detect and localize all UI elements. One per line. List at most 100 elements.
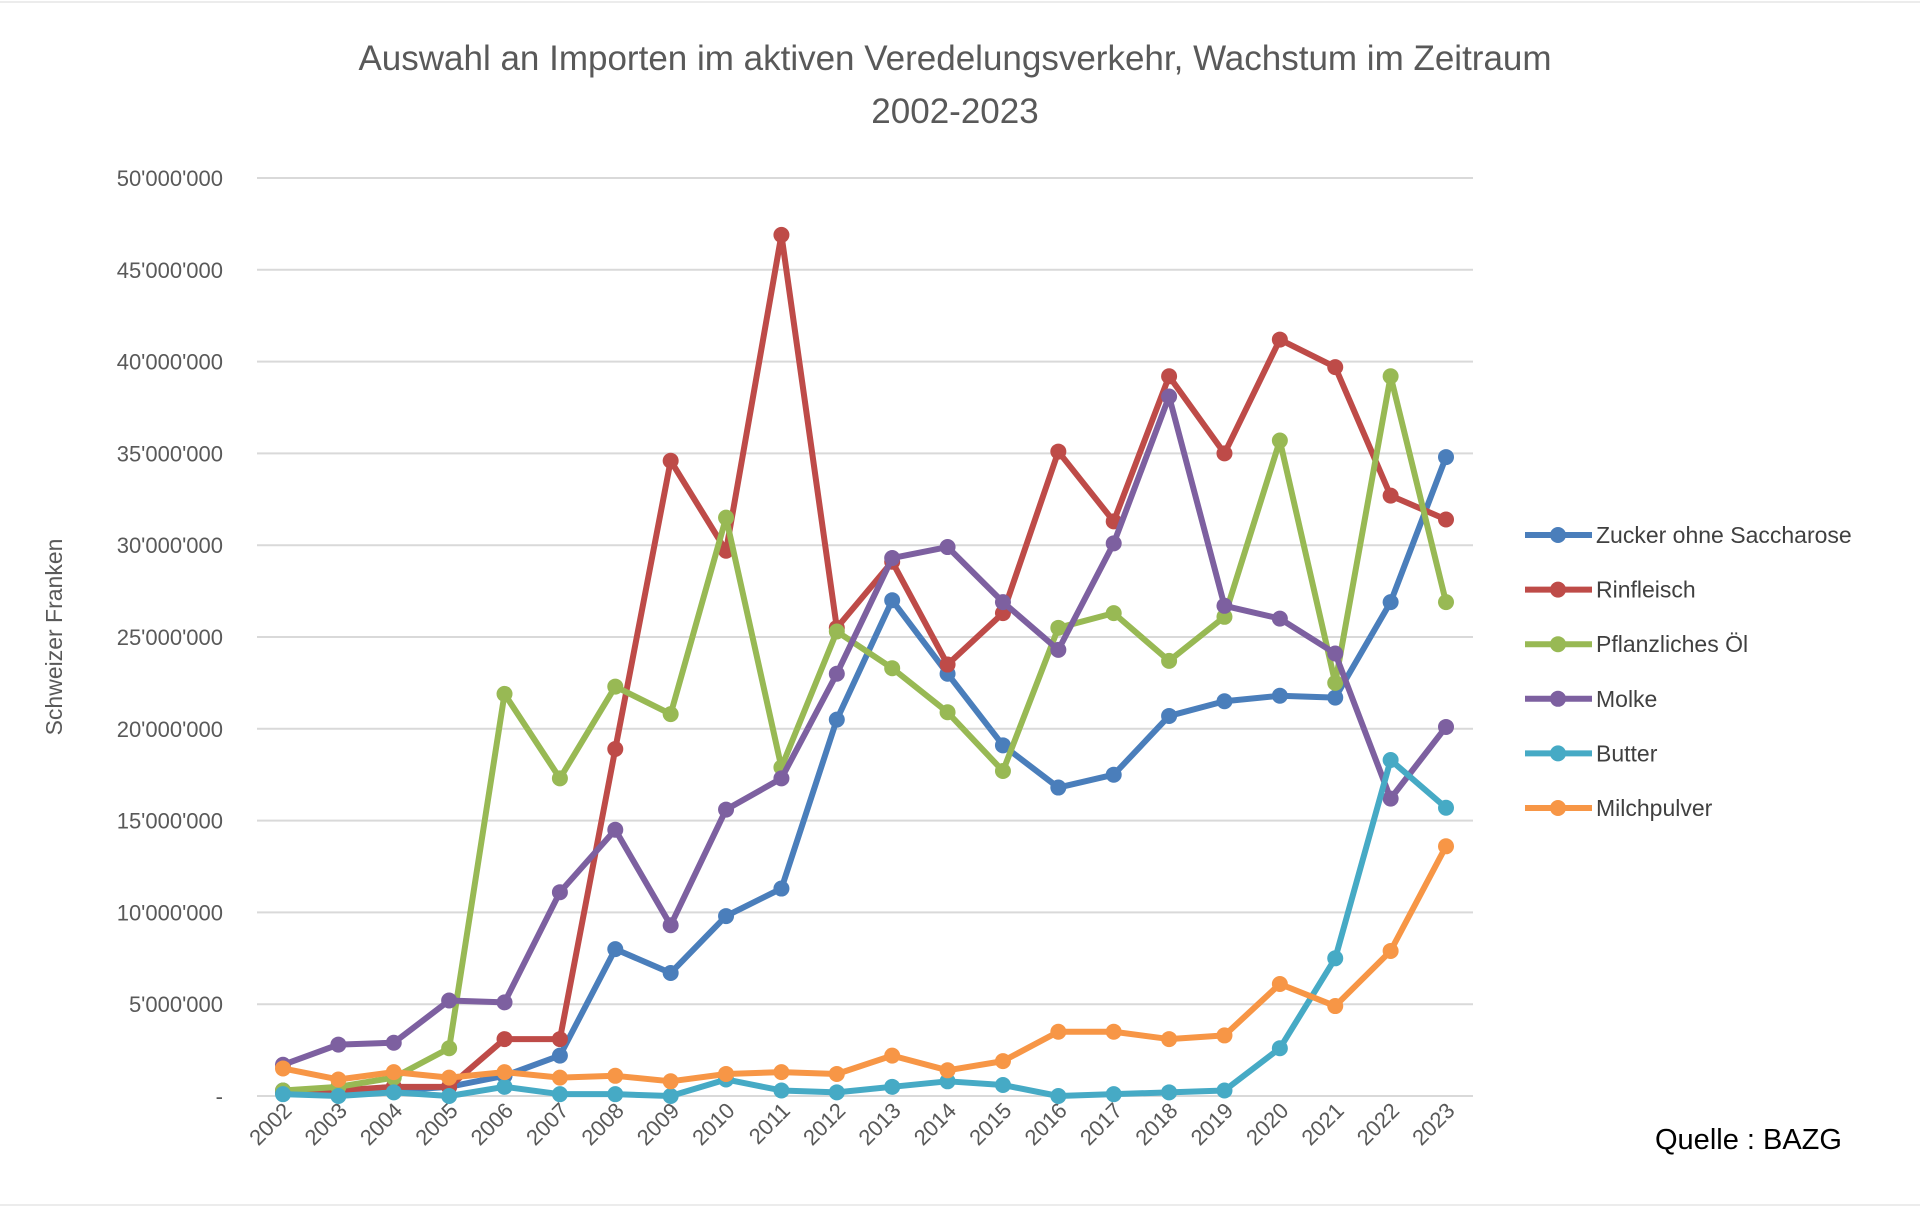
x-tick-label: 2014 (909, 1098, 961, 1150)
data-point (275, 1086, 291, 1103)
data-point (496, 685, 513, 702)
data-point (1050, 1088, 1067, 1104)
data-point (718, 908, 735, 925)
legend-item: Zucker ohne Saccharose (1525, 522, 1852, 548)
x-tick-label: 2020 (1241, 1098, 1293, 1150)
legend-label: Rinfleisch (1596, 577, 1696, 603)
chart-title-line-2: 2002-2023 (871, 92, 1038, 131)
data-point (994, 763, 1011, 780)
data-point (385, 1064, 402, 1081)
data-point (496, 1031, 513, 1048)
data-point (994, 1053, 1011, 1070)
data-point (607, 678, 624, 695)
data-point (1382, 752, 1399, 769)
data-point (1105, 535, 1122, 552)
series-line (282, 373, 1449, 1094)
y-tick-label: - (216, 1084, 223, 1109)
y-tick-label: 10'000'000 (117, 900, 223, 925)
data-point (1382, 942, 1399, 959)
legend-marker (1550, 800, 1566, 816)
data-point (828, 1084, 845, 1101)
legend-label: Milchpulver (1596, 795, 1713, 821)
data-point (1327, 998, 1344, 1015)
data-point (1050, 779, 1067, 796)
legend-marker (1550, 527, 1566, 543)
x-tick-label: 2022 (1352, 1098, 1404, 1150)
data-point (1050, 443, 1067, 460)
legend-label: Molke (1596, 686, 1657, 712)
x-tick-label: 2006 (466, 1098, 518, 1150)
legend-item: Rinfleisch (1525, 577, 1696, 603)
data-point (1271, 331, 1288, 348)
data-point (1438, 594, 1454, 611)
data-point (607, 1086, 624, 1103)
data-point (994, 594, 1011, 611)
x-tick-label: 2010 (687, 1098, 739, 1150)
data-point (1161, 1031, 1178, 1048)
data-point (275, 1060, 291, 1077)
data-point (496, 994, 513, 1011)
data-point (1271, 976, 1288, 993)
data-point (385, 1034, 402, 1051)
series-line (282, 456, 1449, 1098)
series-milchpulver (275, 838, 1454, 1090)
legend-label: Butter (1596, 740, 1658, 766)
data-point (1327, 950, 1344, 967)
data-point (1382, 487, 1399, 504)
data-point (1105, 766, 1122, 783)
data-point (773, 226, 790, 243)
data-point (1105, 1086, 1122, 1103)
data-point (441, 1040, 458, 1057)
series-molke (275, 388, 1454, 1073)
data-point (1216, 1027, 1233, 1044)
data-point (607, 740, 624, 757)
data-point (1438, 838, 1454, 855)
data-point (1271, 610, 1288, 627)
data-point (773, 1064, 790, 1081)
data-point (441, 1088, 458, 1104)
y-tick-label: 35'000'000 (117, 441, 223, 466)
data-point (1438, 449, 1454, 466)
x-tick-label: 2011 (744, 1098, 795, 1149)
x-tick-label: 2012 (798, 1098, 850, 1150)
x-tick-label: 2016 (1020, 1098, 1072, 1150)
data-point (385, 1084, 402, 1101)
y-tick-label: 5'000'000 (129, 992, 223, 1017)
x-tick-label: 2021 (1296, 1098, 1348, 1150)
data-point (718, 801, 735, 818)
data-point (1327, 645, 1344, 662)
data-point (884, 592, 901, 609)
data-point (1216, 693, 1233, 710)
data-point (496, 1078, 513, 1095)
data-point (1271, 432, 1288, 449)
data-point (1382, 594, 1399, 611)
data-point (884, 1047, 901, 1064)
series-zucker-ohne-saccharose (275, 449, 1454, 1103)
data-point (773, 770, 790, 787)
data-point (1050, 1023, 1067, 1040)
legend-marker (1550, 636, 1566, 653)
data-point (1161, 707, 1178, 724)
data-point (1438, 799, 1454, 816)
data-point (1161, 388, 1178, 405)
y-tick-label: 40'000'000 (117, 350, 223, 375)
data-point (662, 1073, 679, 1090)
data-point (1161, 652, 1178, 669)
x-tick-label: 2015 (964, 1098, 1016, 1150)
data-point (496, 1064, 513, 1081)
data-point (662, 964, 679, 981)
data-point (884, 550, 901, 567)
data-point (1382, 368, 1399, 385)
data-point (718, 509, 735, 526)
data-point (1271, 1040, 1288, 1057)
y-axis-label: Schweizer Franken (41, 539, 67, 736)
series-pflanzliches-l (275, 368, 1454, 1099)
x-tick-label: 2004 (355, 1098, 407, 1150)
data-point (551, 884, 568, 901)
data-point (662, 452, 679, 469)
y-tick-label: 25'000'000 (117, 625, 223, 650)
data-point (1161, 1084, 1178, 1101)
data-point (551, 1031, 568, 1048)
data-point (1105, 605, 1122, 622)
data-point (1161, 368, 1178, 385)
